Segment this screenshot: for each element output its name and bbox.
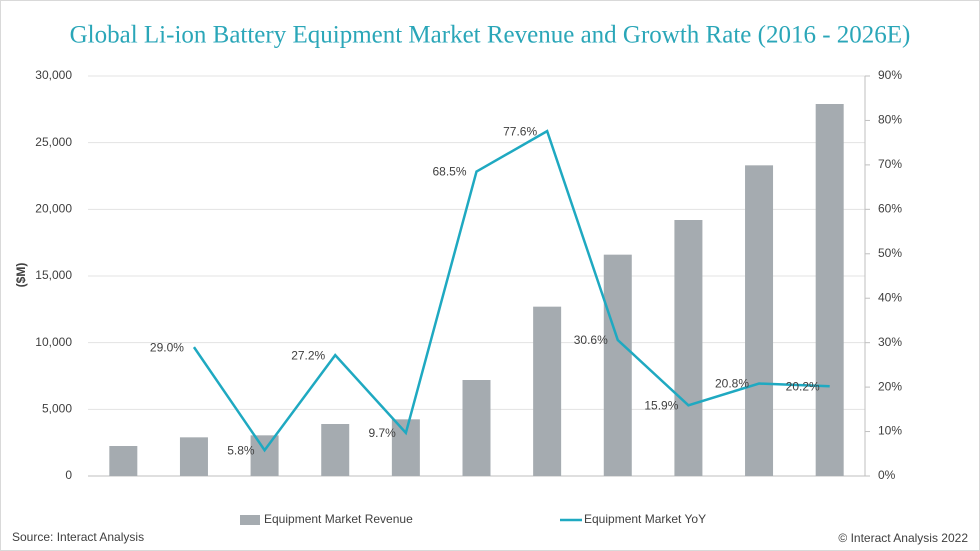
- bar: [391, 419, 420, 476]
- bar: [109, 446, 138, 476]
- y-tick-label: 30,000: [35, 68, 72, 82]
- y2-tick-label: 60%: [878, 202, 902, 216]
- y-axis-label: ($M): [14, 263, 28, 288]
- line: [192, 129, 830, 453]
- data-label: 15.9%: [644, 399, 678, 413]
- chart-title: Global Li-ion Battery Equipment Market R…: [70, 22, 911, 49]
- legend-label: Equipment Market YoY: [584, 512, 706, 526]
- bar: [321, 424, 350, 476]
- bar: [250, 435, 279, 476]
- bar: [815, 104, 844, 476]
- y2-tick-label: 30%: [878, 335, 902, 349]
- bar: [603, 254, 632, 476]
- y2-tick-label: 50%: [878, 246, 902, 260]
- data-label: 20.2%: [786, 379, 820, 393]
- y-tick-label: 10,000: [35, 335, 72, 349]
- data-label: 77.6%: [503, 124, 537, 138]
- y2-tick-label: 0%: [878, 468, 896, 482]
- y2-tick-label: 10%: [878, 424, 902, 438]
- data-label: 68.5%: [432, 165, 466, 179]
- y-tick-label: 20,000: [35, 202, 72, 216]
- data-label: 5.8%: [227, 443, 255, 457]
- bar: [179, 437, 208, 476]
- y2-tick-label: 70%: [878, 157, 902, 171]
- data-label: 20.8%: [715, 377, 749, 391]
- y2-tick-label: 20%: [878, 379, 902, 393]
- y-tick-label: 25,000: [35, 135, 72, 149]
- legend-swatch: [240, 515, 260, 525]
- y2-tick-label: 40%: [878, 290, 902, 304]
- data-label: 9.7%: [369, 426, 397, 440]
- source: Source: Interact Analysis: [12, 530, 144, 544]
- y-tick-label: 0: [65, 468, 72, 482]
- bar: [674, 220, 703, 476]
- copyright: © Interact Analysis 2022: [838, 531, 968, 545]
- data-label: 29.0%: [150, 340, 184, 354]
- bar: [533, 306, 562, 476]
- bar: [462, 380, 491, 476]
- data-label: 30.6%: [574, 333, 608, 347]
- bar: [745, 165, 774, 477]
- data-label: 27.2%: [291, 348, 325, 362]
- y2-tick-label: 90%: [878, 68, 902, 82]
- legend-label: Equipment Market Revenue: [264, 512, 413, 526]
- y2-tick-label: 80%: [878, 113, 902, 127]
- y-tick-label: 5,000: [42, 402, 72, 416]
- y-tick-label: 15,000: [35, 268, 72, 282]
